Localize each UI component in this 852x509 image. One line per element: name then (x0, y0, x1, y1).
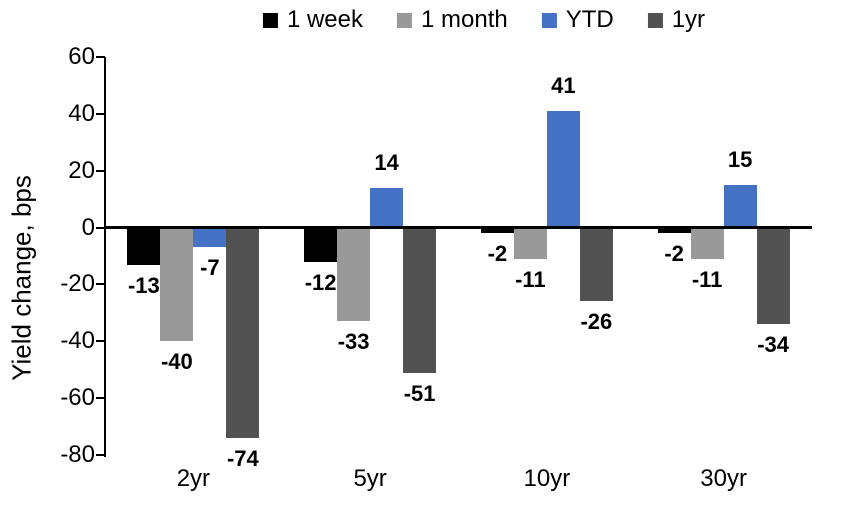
bar-2yr-1-month (160, 227, 194, 342)
data-label: -40 (160, 349, 193, 375)
bar-2yr-ytd (193, 227, 227, 248)
data-label: 15 (727, 146, 753, 172)
legend-label: 1 week (286, 6, 363, 33)
bar-5yr-1yr (403, 227, 437, 373)
y-axis-tick (96, 454, 105, 456)
y-axis-tick (96, 112, 105, 115)
bar-2yr-1yr (226, 227, 260, 438)
legend-item-1-week: 1 week (262, 6, 363, 34)
bar-10yr-1-week (480, 227, 514, 234)
bar-30yr-ytd (723, 184, 757, 228)
data-label: -51 (403, 380, 436, 406)
data-label: -33 (337, 329, 370, 355)
legend-swatch-icon (647, 12, 663, 28)
bar-30yr-1-month (690, 227, 724, 259)
data-label: -2 (664, 241, 684, 267)
data-label: -12 (304, 269, 337, 295)
bar-2yr-1-week (127, 227, 161, 265)
bar-30yr-1-week (657, 227, 691, 234)
x-axis-category-label: 5yr (353, 465, 387, 492)
data-label: -11 (691, 266, 723, 292)
legend-label: 1 month (420, 6, 508, 33)
legend-swatch-icon (262, 12, 278, 28)
bar-5yr-1-month (337, 227, 371, 322)
data-label: -13 (127, 272, 160, 298)
y-axis-tick (96, 283, 105, 286)
y-axis-tick-label: -60 (60, 384, 95, 412)
data-label: -74 (226, 445, 259, 471)
data-label: -7 (200, 255, 220, 281)
y-axis-tick (96, 226, 105, 229)
x-axis-category-label: 30yr (700, 465, 747, 492)
y-axis-tick-label: -20 (60, 270, 95, 298)
legend-item-1yr: 1yr (647, 6, 706, 34)
legend-label: YTD (565, 6, 614, 33)
y-axis-tick-label: -80 (60, 441, 95, 468)
y-axis-tick-label: 40 (68, 99, 95, 127)
legend-item-ytd: YTD (541, 6, 614, 34)
data-label: -34 (757, 332, 790, 358)
data-label: -11 (515, 266, 546, 292)
y-axis-tick-label: 60 (68, 43, 95, 70)
bar-10yr-ytd (546, 111, 580, 228)
bar-10yr-1yr (579, 227, 613, 302)
legend: 1 week 1 month YTD 1yr (262, 6, 706, 34)
x-axis-zero-line (104, 226, 812, 230)
x-axis-category-label: 2yr (176, 465, 211, 492)
y-axis-line (104, 57, 106, 457)
legend-swatch-icon (541, 12, 557, 28)
bar-5yr-ytd (370, 187, 404, 228)
data-label: -26 (580, 309, 613, 335)
bar-5yr-1-week (304, 227, 338, 262)
bar-30yr-1yr (756, 227, 790, 325)
y-axis-tick (96, 340, 105, 343)
bar-10yr-1-month (513, 227, 547, 259)
y-axis-tick (96, 169, 105, 172)
y-axis-tick-label: -40 (60, 327, 95, 355)
data-label: 14 (374, 149, 399, 175)
x-axis-category-label: 10yr (523, 465, 571, 492)
y-axis-tick (96, 56, 105, 58)
data-label: -2 (487, 241, 508, 267)
y-axis-tick-label: 20 (68, 156, 95, 184)
y-axis-tick-label: 0 (81, 213, 95, 241)
data-label: 41 (551, 73, 576, 98)
legend-label: 1yr (671, 6, 706, 33)
legend-swatch-icon (396, 12, 412, 28)
y-axis-tick (96, 397, 105, 400)
legend-item-1-month: 1 month (396, 6, 508, 34)
